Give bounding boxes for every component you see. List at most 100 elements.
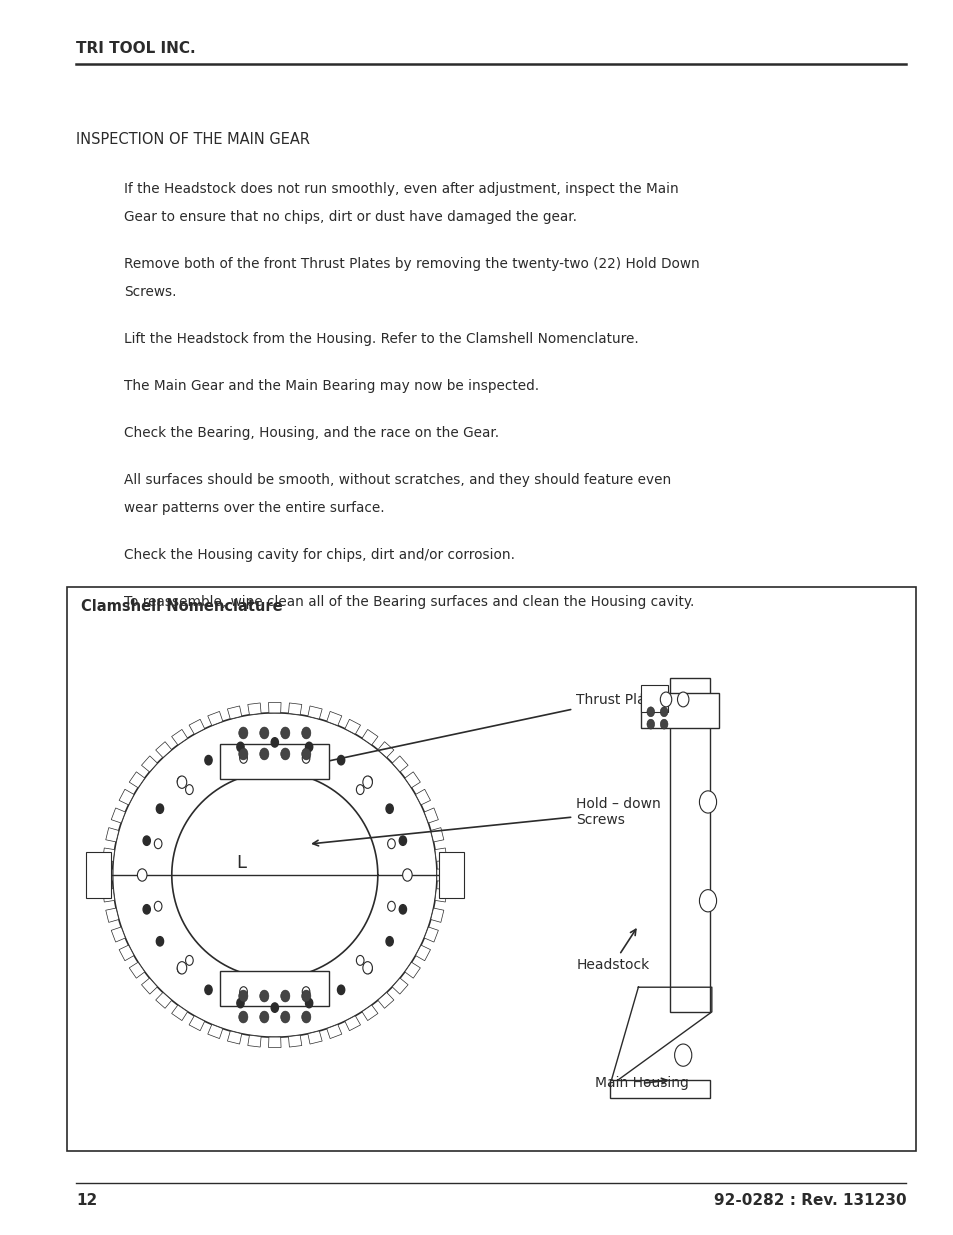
Circle shape bbox=[156, 936, 163, 946]
Polygon shape bbox=[345, 719, 360, 735]
Circle shape bbox=[677, 692, 688, 706]
Polygon shape bbox=[404, 962, 420, 978]
Circle shape bbox=[674, 1044, 691, 1066]
Circle shape bbox=[659, 719, 667, 729]
Polygon shape bbox=[416, 789, 430, 805]
Polygon shape bbox=[227, 706, 241, 719]
Circle shape bbox=[271, 737, 278, 747]
Polygon shape bbox=[141, 756, 157, 772]
Circle shape bbox=[302, 987, 310, 997]
Polygon shape bbox=[268, 703, 281, 713]
Polygon shape bbox=[102, 868, 112, 882]
Text: Check the Housing cavity for chips, dirt and/or corrosion.: Check the Housing cavity for chips, dirt… bbox=[124, 548, 515, 562]
Polygon shape bbox=[288, 703, 301, 715]
Circle shape bbox=[356, 956, 364, 966]
Text: 12: 12 bbox=[76, 1193, 97, 1208]
Circle shape bbox=[154, 839, 162, 848]
Polygon shape bbox=[308, 706, 322, 719]
Circle shape bbox=[205, 756, 212, 764]
Text: All surfaces should be smooth, without scratches, and they should feature even: All surfaces should be smooth, without s… bbox=[124, 473, 671, 487]
Circle shape bbox=[177, 777, 185, 785]
Polygon shape bbox=[227, 1031, 241, 1044]
Circle shape bbox=[280, 1011, 290, 1023]
Circle shape bbox=[387, 902, 395, 911]
Polygon shape bbox=[416, 945, 430, 961]
Circle shape bbox=[259, 990, 269, 1002]
Circle shape bbox=[646, 706, 654, 716]
Circle shape bbox=[362, 962, 372, 974]
Circle shape bbox=[280, 727, 290, 739]
Polygon shape bbox=[404, 772, 420, 788]
Text: To reassemble, wipe clean all of the Bearing surfaces and clean the Housing cavi: To reassemble, wipe clean all of the Bea… bbox=[124, 595, 694, 609]
Circle shape bbox=[154, 902, 162, 911]
Circle shape bbox=[659, 692, 671, 706]
Polygon shape bbox=[435, 848, 446, 861]
Circle shape bbox=[177, 965, 185, 973]
Polygon shape bbox=[377, 742, 394, 757]
Polygon shape bbox=[119, 945, 133, 961]
Circle shape bbox=[138, 871, 146, 879]
Polygon shape bbox=[172, 1005, 188, 1020]
Circle shape bbox=[177, 962, 187, 974]
Text: Check the Bearing, Housing, and the race on the Gear.: Check the Bearing, Housing, and the race… bbox=[124, 426, 498, 440]
Polygon shape bbox=[155, 993, 172, 1008]
Circle shape bbox=[365, 777, 372, 785]
Polygon shape bbox=[103, 848, 114, 861]
Bar bbox=[640, 693, 719, 727]
Text: 92-0282 : Rev. 131230: 92-0282 : Rev. 131230 bbox=[713, 1193, 905, 1208]
Text: Screws.: Screws. bbox=[124, 285, 176, 299]
Circle shape bbox=[205, 986, 212, 994]
Circle shape bbox=[239, 987, 247, 997]
Polygon shape bbox=[208, 711, 223, 725]
Polygon shape bbox=[248, 703, 261, 715]
Circle shape bbox=[238, 748, 248, 760]
Polygon shape bbox=[129, 962, 145, 978]
Circle shape bbox=[259, 748, 269, 760]
Circle shape bbox=[386, 804, 393, 814]
Polygon shape bbox=[172, 730, 188, 745]
Polygon shape bbox=[327, 1025, 341, 1039]
Circle shape bbox=[337, 756, 344, 764]
Text: The Main Gear and the Main Bearing may now be inspected.: The Main Gear and the Main Bearing may n… bbox=[124, 379, 538, 393]
Circle shape bbox=[699, 889, 716, 911]
Polygon shape bbox=[189, 1015, 205, 1031]
Polygon shape bbox=[112, 808, 125, 823]
Circle shape bbox=[646, 719, 654, 729]
Polygon shape bbox=[327, 711, 341, 725]
Polygon shape bbox=[392, 978, 408, 994]
Circle shape bbox=[356, 784, 364, 794]
Circle shape bbox=[137, 869, 147, 882]
Circle shape bbox=[301, 1011, 311, 1023]
Circle shape bbox=[238, 727, 248, 739]
Polygon shape bbox=[106, 908, 119, 923]
Polygon shape bbox=[129, 772, 145, 788]
Circle shape bbox=[236, 742, 244, 752]
Circle shape bbox=[387, 839, 395, 848]
Polygon shape bbox=[436, 868, 447, 882]
Circle shape bbox=[399, 904, 406, 914]
Circle shape bbox=[659, 706, 667, 716]
Text: Hold – down
Screws: Hold – down Screws bbox=[313, 798, 660, 846]
Polygon shape bbox=[361, 730, 377, 745]
Circle shape bbox=[302, 753, 310, 763]
Polygon shape bbox=[377, 993, 394, 1008]
Polygon shape bbox=[103, 889, 114, 902]
Circle shape bbox=[365, 965, 372, 973]
Polygon shape bbox=[431, 827, 443, 842]
Text: Remove both of the front Thrust Plates by removing the twenty-two (22) Hold Down: Remove both of the front Thrust Plates b… bbox=[124, 257, 700, 270]
Polygon shape bbox=[431, 908, 443, 923]
Circle shape bbox=[403, 871, 411, 879]
Polygon shape bbox=[248, 1035, 261, 1047]
Bar bbox=[220, 971, 329, 1005]
Polygon shape bbox=[361, 1005, 377, 1020]
Polygon shape bbox=[155, 742, 172, 757]
Circle shape bbox=[143, 836, 151, 846]
Polygon shape bbox=[189, 719, 205, 735]
Text: Gear to ensure that no chips, dirt or dust have damaged the gear.: Gear to ensure that no chips, dirt or du… bbox=[124, 210, 577, 224]
Polygon shape bbox=[208, 1025, 223, 1039]
Polygon shape bbox=[106, 827, 119, 842]
Polygon shape bbox=[112, 927, 125, 942]
Bar bbox=[609, 1079, 709, 1098]
Circle shape bbox=[362, 776, 372, 788]
Circle shape bbox=[699, 790, 716, 813]
